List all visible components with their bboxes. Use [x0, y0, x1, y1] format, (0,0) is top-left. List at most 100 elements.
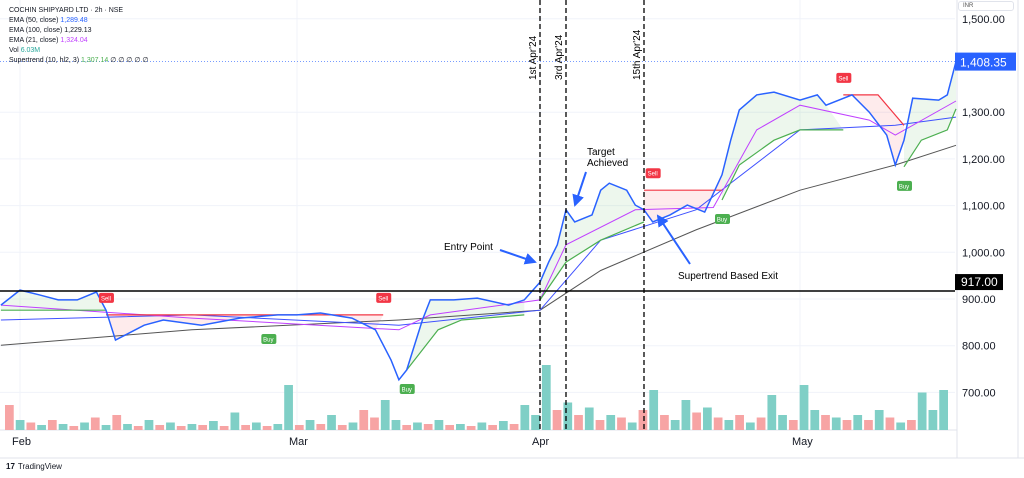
- volume-bar: [305, 420, 315, 430]
- volume-bar: [230, 412, 240, 430]
- volume-bar: [101, 425, 111, 430]
- signal-buy-badge: [715, 213, 730, 224]
- level-label: 917.00: [961, 275, 998, 289]
- level-label-box: [955, 274, 1003, 291]
- supertrend-fill: [644, 174, 722, 222]
- volume-bar: [273, 424, 283, 430]
- volume-bar: [660, 415, 669, 430]
- signal-label: Sell: [648, 172, 658, 178]
- vertical-marker-label: 1st Apr'24: [528, 35, 539, 80]
- volume-bar: [209, 421, 218, 430]
- volume-bar: [885, 417, 895, 430]
- volume-bar: [724, 420, 734, 430]
- volume-bar: [831, 417, 841, 430]
- volume-bar: [58, 424, 68, 430]
- volume-bar: [606, 415, 616, 430]
- x-tick-label: Apr: [532, 436, 549, 448]
- last-price-label: 1,408.35: [960, 56, 1007, 70]
- volume-bar: [552, 410, 562, 430]
- volume-bar: [531, 415, 540, 430]
- tradingview-branding: 17 TradingView: [6, 462, 62, 471]
- legend-vol: Vol 6.03M: [9, 47, 41, 54]
- volume-bar: [595, 420, 605, 430]
- volume-bar: [574, 415, 583, 430]
- x-tick-label: Feb: [12, 436, 31, 448]
- volume-bar: [670, 420, 680, 430]
- exit-arrow: [656, 214, 691, 265]
- volume-bar: [47, 420, 57, 430]
- signal-label: Buy: [402, 387, 412, 393]
- annotation-entry-point: Entry Point: [444, 242, 493, 253]
- volume-bar: [90, 417, 100, 430]
- volume-bar: [928, 410, 938, 430]
- volume-bar: [692, 412, 702, 430]
- x-tick-label: Mar: [289, 436, 308, 448]
- volume-bar: [133, 426, 143, 430]
- volume-bar: [520, 405, 530, 430]
- volume-bar: [434, 420, 444, 430]
- volume-bar: [402, 425, 412, 430]
- legend-supertrend: Supertrend (10, hl2, 3) 1,307.14 ∅ ∅ ∅ ∅…: [9, 57, 149, 64]
- volume-bar: [26, 422, 36, 430]
- volume-bar: [788, 420, 798, 430]
- volume-bar: [756, 417, 766, 430]
- signal-sell-badge: [98, 292, 114, 303]
- volume-bar: [735, 415, 744, 430]
- volume-bar: [509, 424, 519, 430]
- volume-bar: [842, 420, 852, 430]
- volume-bar: [69, 426, 79, 430]
- ema50-line: [0, 116, 957, 326]
- y-tick-label: 1,200.00: [962, 154, 1005, 166]
- volume-bar: [337, 425, 347, 430]
- currency-selector[interactable]: INR: [958, 1, 1014, 11]
- signal-label: Sell: [378, 296, 388, 302]
- y-tick-label: 900.00: [962, 294, 996, 306]
- volume-bar: [123, 424, 132, 430]
- volume-bar: [649, 390, 659, 430]
- supertrend-fill: [106, 310, 384, 341]
- volume-bar: [563, 402, 573, 430]
- volume-bar: [864, 420, 873, 430]
- volume-bar: [348, 422, 358, 430]
- signal-label: Buy: [899, 184, 909, 190]
- signal-buy-badge: [897, 180, 912, 191]
- volume-bar: [778, 415, 787, 430]
- volume-bar: [627, 422, 637, 430]
- volume-bar: [144, 420, 154, 430]
- supertrend-down-line: [843, 94, 905, 126]
- volume-bar: [799, 385, 809, 430]
- supertrend-fill: [540, 183, 644, 300]
- annotation-target: Target: [587, 147, 615, 158]
- signal-sell-badge: [645, 168, 661, 179]
- volume-bar: [219, 426, 229, 430]
- supertrend-up-line: [903, 108, 957, 168]
- volume-bar: [617, 417, 626, 430]
- volume-bar: [284, 385, 293, 430]
- volume-bar: [477, 422, 487, 430]
- branding-text: TradingView: [17, 462, 62, 471]
- last-price-box: [955, 52, 1016, 71]
- volume-bar: [370, 417, 379, 430]
- volume-bar: [262, 426, 272, 430]
- volume-bar: [155, 425, 165, 430]
- entry-arrow: [499, 249, 537, 265]
- signal-sell-badge: [376, 292, 392, 303]
- volume-bar: [584, 407, 594, 430]
- target-arrow: [572, 171, 587, 207]
- volume-bar: [359, 410, 369, 430]
- supertrend-fill: [0, 290, 106, 311]
- volume-bar: [488, 425, 497, 430]
- volume-bar: [541, 365, 551, 430]
- volume-bar: [327, 415, 336, 430]
- signal-buy-badge: [261, 334, 277, 345]
- supertrend-fill: [904, 61, 956, 167]
- legend: COCHIN SHIPYARD LTD · 2h · NSE EMA (50, …: [9, 6, 148, 66]
- volume-bar: [5, 405, 14, 430]
- supertrend-fill: [406, 298, 525, 370]
- signal-label: Sell: [838, 76, 848, 82]
- price-line: [0, 61, 957, 382]
- supertrend-up-line: [539, 221, 645, 301]
- volume-bar: [112, 415, 122, 430]
- volume-bar: [638, 410, 648, 430]
